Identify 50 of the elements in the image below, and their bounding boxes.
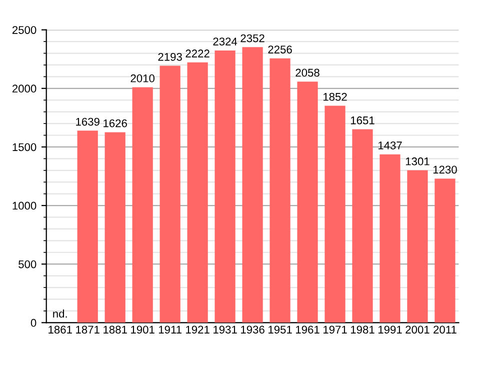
bar [187, 62, 208, 323]
data-label: 1852 [324, 92, 347, 101]
bar [352, 129, 373, 323]
x-tick-label: 2001 [406, 326, 430, 334]
y-tick-label: 1000 [12, 202, 36, 210]
y-tick-label: 2000 [12, 84, 36, 93]
bar [297, 82, 318, 323]
bar [380, 154, 400, 323]
bar [214, 50, 236, 323]
x-tick-label: 1951 [268, 326, 292, 334]
text: nd. [53, 310, 67, 318]
data-label: 1626 [104, 119, 127, 128]
y-tick-label: 1500 [12, 143, 36, 152]
x-tick-label: 1931 [214, 326, 237, 334]
x-tick-label: 1971 [324, 326, 347, 334]
bar [270, 58, 290, 323]
data-label: 2193 [158, 52, 182, 61]
data-label: 1230 [433, 166, 457, 174]
data-label: 2352 [240, 34, 264, 42]
bar [104, 132, 126, 323]
x-tick-label: 1961 [296, 326, 320, 334]
x-tick-label: 1936 [241, 326, 264, 334]
data-label: 2058 [296, 68, 320, 77]
x-tick-label: 1901 [131, 326, 154, 334]
bar [160, 66, 180, 323]
x-tick-label: 1991 [378, 326, 402, 334]
x-tick-label: 2011 [434, 326, 456, 334]
x-tick-label: 1921 [186, 326, 210, 334]
y-tick-label: 0 [30, 318, 36, 327]
bar [242, 47, 263, 323]
bar [434, 178, 456, 323]
data-label: 2222 [186, 50, 210, 58]
bar [132, 87, 153, 323]
data-label: 1639 [76, 118, 100, 126]
y-tick-label: 500 [18, 260, 36, 268]
data-label: 1651 [350, 116, 374, 124]
data-label: 1437 [378, 142, 402, 150]
data-label: 2010 [130, 74, 155, 82]
y-tick-label: 2500 [12, 26, 36, 34]
x-tick-label: 1981 [350, 326, 374, 334]
x-tick-label: 1871 [76, 326, 100, 334]
x-tick-label: 1881 [104, 326, 127, 334]
x-tick-label: 1861 [48, 326, 72, 334]
bar [324, 106, 346, 323]
data-label: 2324 [213, 38, 238, 46]
data-label: 2256 [268, 46, 292, 54]
x-tick-label: 1911 [158, 326, 182, 334]
data-label: 1301 [406, 157, 430, 166]
bar [77, 130, 98, 323]
bar [407, 170, 428, 323]
